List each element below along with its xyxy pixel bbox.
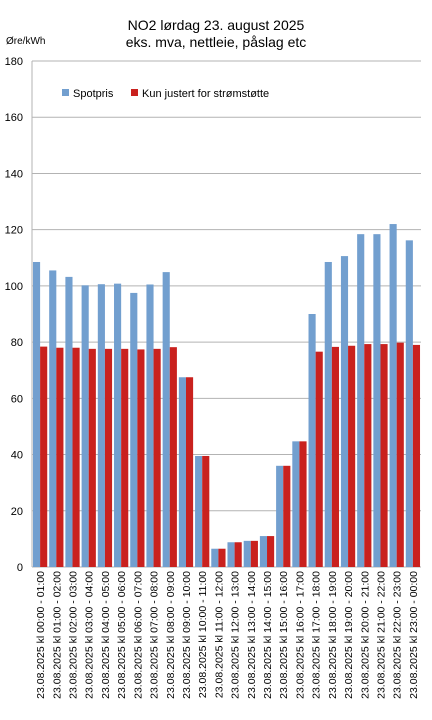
x-tick-label: 23.08.2025 kl 13:00 - 14:00 <box>246 571 258 699</box>
y-tick-label: 140 <box>5 168 23 180</box>
spotpris-bar <box>292 441 300 567</box>
y-tick-label: 40 <box>11 450 23 462</box>
stromstotte-bar <box>331 346 339 567</box>
stromstotte-bar <box>137 349 145 567</box>
x-tick-label: 23.08.2025 kl 21:00 - 22:00 <box>375 571 387 699</box>
x-tick-label: 23.08.2025 kl 15:00 - 16:00 <box>278 571 290 699</box>
stromstotte-bar <box>267 536 275 567</box>
legend-label-stromstotte: Kun justert for strømstøtte <box>142 88 269 100</box>
stromstotte-bar <box>412 344 421 567</box>
spotpris-bar <box>195 455 203 567</box>
stromstotte-bar <box>396 342 404 567</box>
x-tick-label: 23.08.2025 kl 04:00 - 05:00 <box>100 571 112 699</box>
y-axis-ticks: 0 20 40 60 80 100 120 140 160 180 <box>5 56 23 574</box>
spotpris-bar <box>162 272 170 567</box>
x-tick-label: 23.08.2025 kl 02:00 - 03:00 <box>68 571 80 699</box>
spotpris-bar <box>32 261 41 567</box>
spotpris-bar <box>130 292 138 567</box>
x-tick-label: 23.08.2025 kl 05:00 - 06:00 <box>116 571 128 699</box>
stromstotte-bar <box>153 348 161 567</box>
stromstotte-bar <box>234 542 242 567</box>
y-tick-label: 60 <box>11 393 23 405</box>
stromstotte-bar <box>380 344 388 567</box>
legend: Spotpris Kun justert for strømstøtte <box>62 88 269 100</box>
x-tick-label: 23.08.2025 kl 00:00 - 01:00 <box>35 571 47 699</box>
y-tick-label: 180 <box>5 56 23 68</box>
spotpris-bar <box>340 256 349 567</box>
x-tick-label: 23.08.2025 kl 12:00 - 13:00 <box>230 571 242 699</box>
x-tick-label: 23.08.2025 kl 10:00 - 11:00 <box>197 571 209 698</box>
x-tick-label: 23.08.2025 kl 08:00 - 09:00 <box>165 571 177 699</box>
spotpris-bar <box>97 284 105 567</box>
gridlines <box>31 60 421 568</box>
x-tick-label: 23.08.2025 kl 07:00 - 08:00 <box>149 571 161 699</box>
y-tick-label: 100 <box>5 281 23 293</box>
legend-label-spotpris: Spotpris <box>73 88 114 100</box>
stromstotte-bar <box>40 346 48 567</box>
spotpris-bar <box>324 261 332 567</box>
x-tick-label: 23.08.2025 kl 20:00 - 21:00 <box>359 571 371 699</box>
y-tick-label: 20 <box>11 506 23 518</box>
x-tick-label: 23.08.2025 kl 03:00 - 04:00 <box>84 571 96 699</box>
stromstotte-bar <box>185 377 194 567</box>
stromstotte-bar <box>299 441 307 567</box>
spotpris-bar <box>389 224 397 568</box>
x-tick-label: 23.08.2025 kl 11:00 - 12:00 <box>213 571 225 698</box>
spotpris-bar <box>65 276 73 567</box>
spotpris-bar <box>211 548 219 567</box>
spotpris-bar <box>227 542 235 567</box>
x-tick-label: 23.08.2025 kl 17:00 - 18:00 <box>311 571 323 699</box>
chart-subtitle: eks. mva, nettleie, påslag etc <box>126 34 307 50</box>
spotpris-bar <box>146 284 154 567</box>
chart-title: NO2 lørdag 23. august 2025 <box>128 17 305 33</box>
spotpris-bar <box>405 240 413 568</box>
y-tick-label: 160 <box>5 112 23 124</box>
x-tick-label: 23.08.2025 kl 22:00 - 23:00 <box>392 571 404 699</box>
legend-swatch-stromstotte <box>131 89 138 96</box>
spotpris-bar <box>259 536 268 567</box>
x-tick-label: 23.08.2025 kl 09:00 - 10:00 <box>181 571 193 699</box>
legend-swatch-spotpris <box>62 89 69 96</box>
spotpris-bar <box>308 314 316 567</box>
y-tick-label: 0 <box>17 562 23 574</box>
x-axis-ticks: 23.08.2025 kl 00:00 - 01:00 23.08.2025 kl… <box>35 571 420 699</box>
spotpris-bar <box>357 234 365 568</box>
y-tick-label: 80 <box>11 337 23 349</box>
stromstotte-bar <box>202 455 210 567</box>
stromstotte-bar <box>218 548 226 567</box>
stromstotte-bar <box>56 347 64 567</box>
x-tick-label: 23.08.2025 kl 19:00 - 20:00 <box>343 571 355 699</box>
stromstotte-bar <box>169 347 177 567</box>
x-tick-label: 23.08.2025 kl 23:00 - 00:00 <box>408 571 420 699</box>
spotpris-bar <box>81 285 89 567</box>
x-tick-label: 23.08.2025 kl 18:00 - 19:00 <box>327 571 339 699</box>
x-tick-label: 23.08.2025 kl 14:00 - 15:00 <box>262 571 274 699</box>
stromstotte-bar <box>364 344 372 567</box>
x-tick-label: 23.08.2025 kl 01:00 - 02:00 <box>51 571 63 699</box>
stromstotte-bar <box>104 348 113 567</box>
stromstotte-bar <box>121 348 129 567</box>
spotpris-bar <box>373 234 381 568</box>
stromstotte-bar <box>72 347 80 567</box>
x-tick-label: 23.08.2025 kl 16:00 - 17:00 <box>294 571 306 699</box>
bars <box>32 224 421 568</box>
spotpris-bar <box>114 283 122 567</box>
stromstotte-bar <box>283 465 291 567</box>
y-tick-label: 120 <box>5 225 23 237</box>
y-axis-label: Øre/kWh <box>6 36 45 47</box>
stromstotte-bar <box>250 540 258 567</box>
spotpris-bar <box>49 270 57 567</box>
x-tick-label: 23.08.2025 kl 06:00 - 07:00 <box>132 571 144 699</box>
stromstotte-bar <box>348 345 356 567</box>
spotpris-bar <box>243 540 251 567</box>
stromstotte-bar <box>315 351 323 567</box>
stromstotte-bar <box>88 348 96 567</box>
spotpris-bar <box>276 465 284 567</box>
spotpris-bar <box>178 377 186 567</box>
